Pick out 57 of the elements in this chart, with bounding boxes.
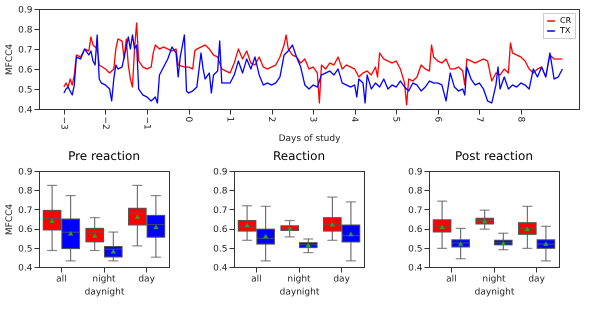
y-axis-title: MFCC4 xyxy=(5,204,16,236)
y-tick-label: 0.8 xyxy=(213,186,228,197)
y-tick-label: 0.9 xyxy=(18,168,33,178)
y-tick-label: 0.8 xyxy=(18,26,33,36)
y-tick-label: 0.9 xyxy=(18,6,33,16)
x-tick-label: night xyxy=(287,274,312,284)
y-axis-title: MFCC4 xyxy=(5,44,16,76)
y-tick-label: 0.5 xyxy=(18,244,32,254)
x-tick-label: 6 xyxy=(432,116,442,122)
y-tick-label: 0.6 xyxy=(408,225,423,236)
x-axis-title: daynight xyxy=(474,288,515,298)
x-axis-title: Days of study xyxy=(278,134,342,144)
y-tick-label: 0.4 xyxy=(18,106,33,116)
y-tick-label: 0.9 xyxy=(408,168,423,178)
y-tick-label: 0.4 xyxy=(213,264,228,274)
x-tick-label: 7 xyxy=(474,116,484,122)
y-tick-label: 0.8 xyxy=(408,186,423,197)
x-tick-label: night xyxy=(482,274,506,284)
y-tick-label: 0.6 xyxy=(213,225,228,236)
y-tick-label: 0.7 xyxy=(408,206,422,216)
chart-title: Post reaction xyxy=(455,149,533,163)
x-tick-label: 3 xyxy=(308,116,318,122)
legend-label: TX xyxy=(559,26,571,35)
x-tick-label: night xyxy=(92,274,116,284)
x-tick-label: day xyxy=(333,274,351,284)
x-tick-label: day xyxy=(528,274,546,284)
x-tick-label: 5 xyxy=(390,116,401,122)
y-tick-label: 0.7 xyxy=(18,206,32,216)
y-tick-label: 0.5 xyxy=(213,244,228,254)
x-tick-label: −1 xyxy=(142,116,152,130)
x-tick-label: −3 xyxy=(58,116,68,130)
x-tick-label: all xyxy=(56,274,67,284)
y-tick-label: 0.6 xyxy=(18,225,33,236)
y-tick-label: 0.6 xyxy=(18,66,33,76)
y-tick-label: 0.7 xyxy=(18,46,32,56)
chart-title: Reaction xyxy=(272,149,326,163)
x-tick-label: 1 xyxy=(224,116,235,122)
y-tick-label: 0.8 xyxy=(18,186,33,197)
chart-title: Pre reaction xyxy=(68,149,140,163)
x-tick-label: day xyxy=(138,274,156,284)
legend-label: CR xyxy=(560,16,572,25)
x-tick-label: 2 xyxy=(266,116,276,122)
x-tick-label: all xyxy=(251,274,262,284)
x-tick-label: −2 xyxy=(100,116,110,130)
y-tick-label: 0.5 xyxy=(18,86,32,96)
x-axis-title: daynight xyxy=(280,288,320,298)
x-tick-label: 4 xyxy=(349,116,360,122)
x-tick-label: all xyxy=(446,274,457,284)
y-tick-label: 0.4 xyxy=(18,264,33,274)
y-tick-label: 0.4 xyxy=(408,264,423,274)
y-tick-label: 0.5 xyxy=(408,244,422,254)
y-tick-label: 0.7 xyxy=(213,206,228,216)
x-tick-label: 0 xyxy=(183,116,194,122)
y-tick-label: 0.9 xyxy=(213,168,228,178)
line-series xyxy=(63,34,564,104)
x-axis-title: daynight xyxy=(84,288,125,298)
x-tick-label: 8 xyxy=(515,116,526,122)
